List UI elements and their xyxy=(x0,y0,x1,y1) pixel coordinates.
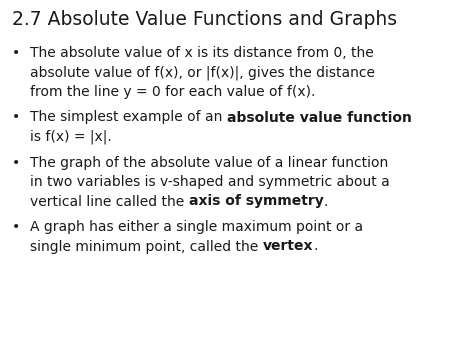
Text: •: • xyxy=(12,111,20,124)
Text: 2.7 Absolute Value Functions and Graphs: 2.7 Absolute Value Functions and Graphs xyxy=(12,10,397,29)
Text: single minimum point, called the: single minimum point, called the xyxy=(30,240,263,254)
Text: The graph of the absolute value of a linear function: The graph of the absolute value of a lin… xyxy=(30,155,388,169)
Text: vertical line called the: vertical line called the xyxy=(30,194,189,209)
Text: axis of symmetry: axis of symmetry xyxy=(189,194,324,209)
Text: The simplest example of an: The simplest example of an xyxy=(30,111,227,124)
Text: absolute value function: absolute value function xyxy=(227,111,412,124)
Text: The absolute value of x is its distance from 0, the: The absolute value of x is its distance … xyxy=(30,46,374,60)
Text: •: • xyxy=(12,220,20,234)
Text: is f(x) = |x|.: is f(x) = |x|. xyxy=(30,130,112,145)
Text: from the line y = 0 for each value of f(x).: from the line y = 0 for each value of f(… xyxy=(30,85,315,99)
Text: •: • xyxy=(12,155,20,169)
Text: •: • xyxy=(12,46,20,60)
Text: absolute value of f(x), or |f(x)|, gives the distance: absolute value of f(x), or |f(x)|, gives… xyxy=(30,66,375,80)
Text: A graph has either a single maximum point or a: A graph has either a single maximum poin… xyxy=(30,220,363,234)
Text: vertex: vertex xyxy=(263,240,313,254)
Text: .: . xyxy=(324,194,328,209)
Text: in two variables is v-shaped and symmetric about a: in two variables is v-shaped and symmetr… xyxy=(30,175,390,189)
Text: .: . xyxy=(313,240,318,254)
